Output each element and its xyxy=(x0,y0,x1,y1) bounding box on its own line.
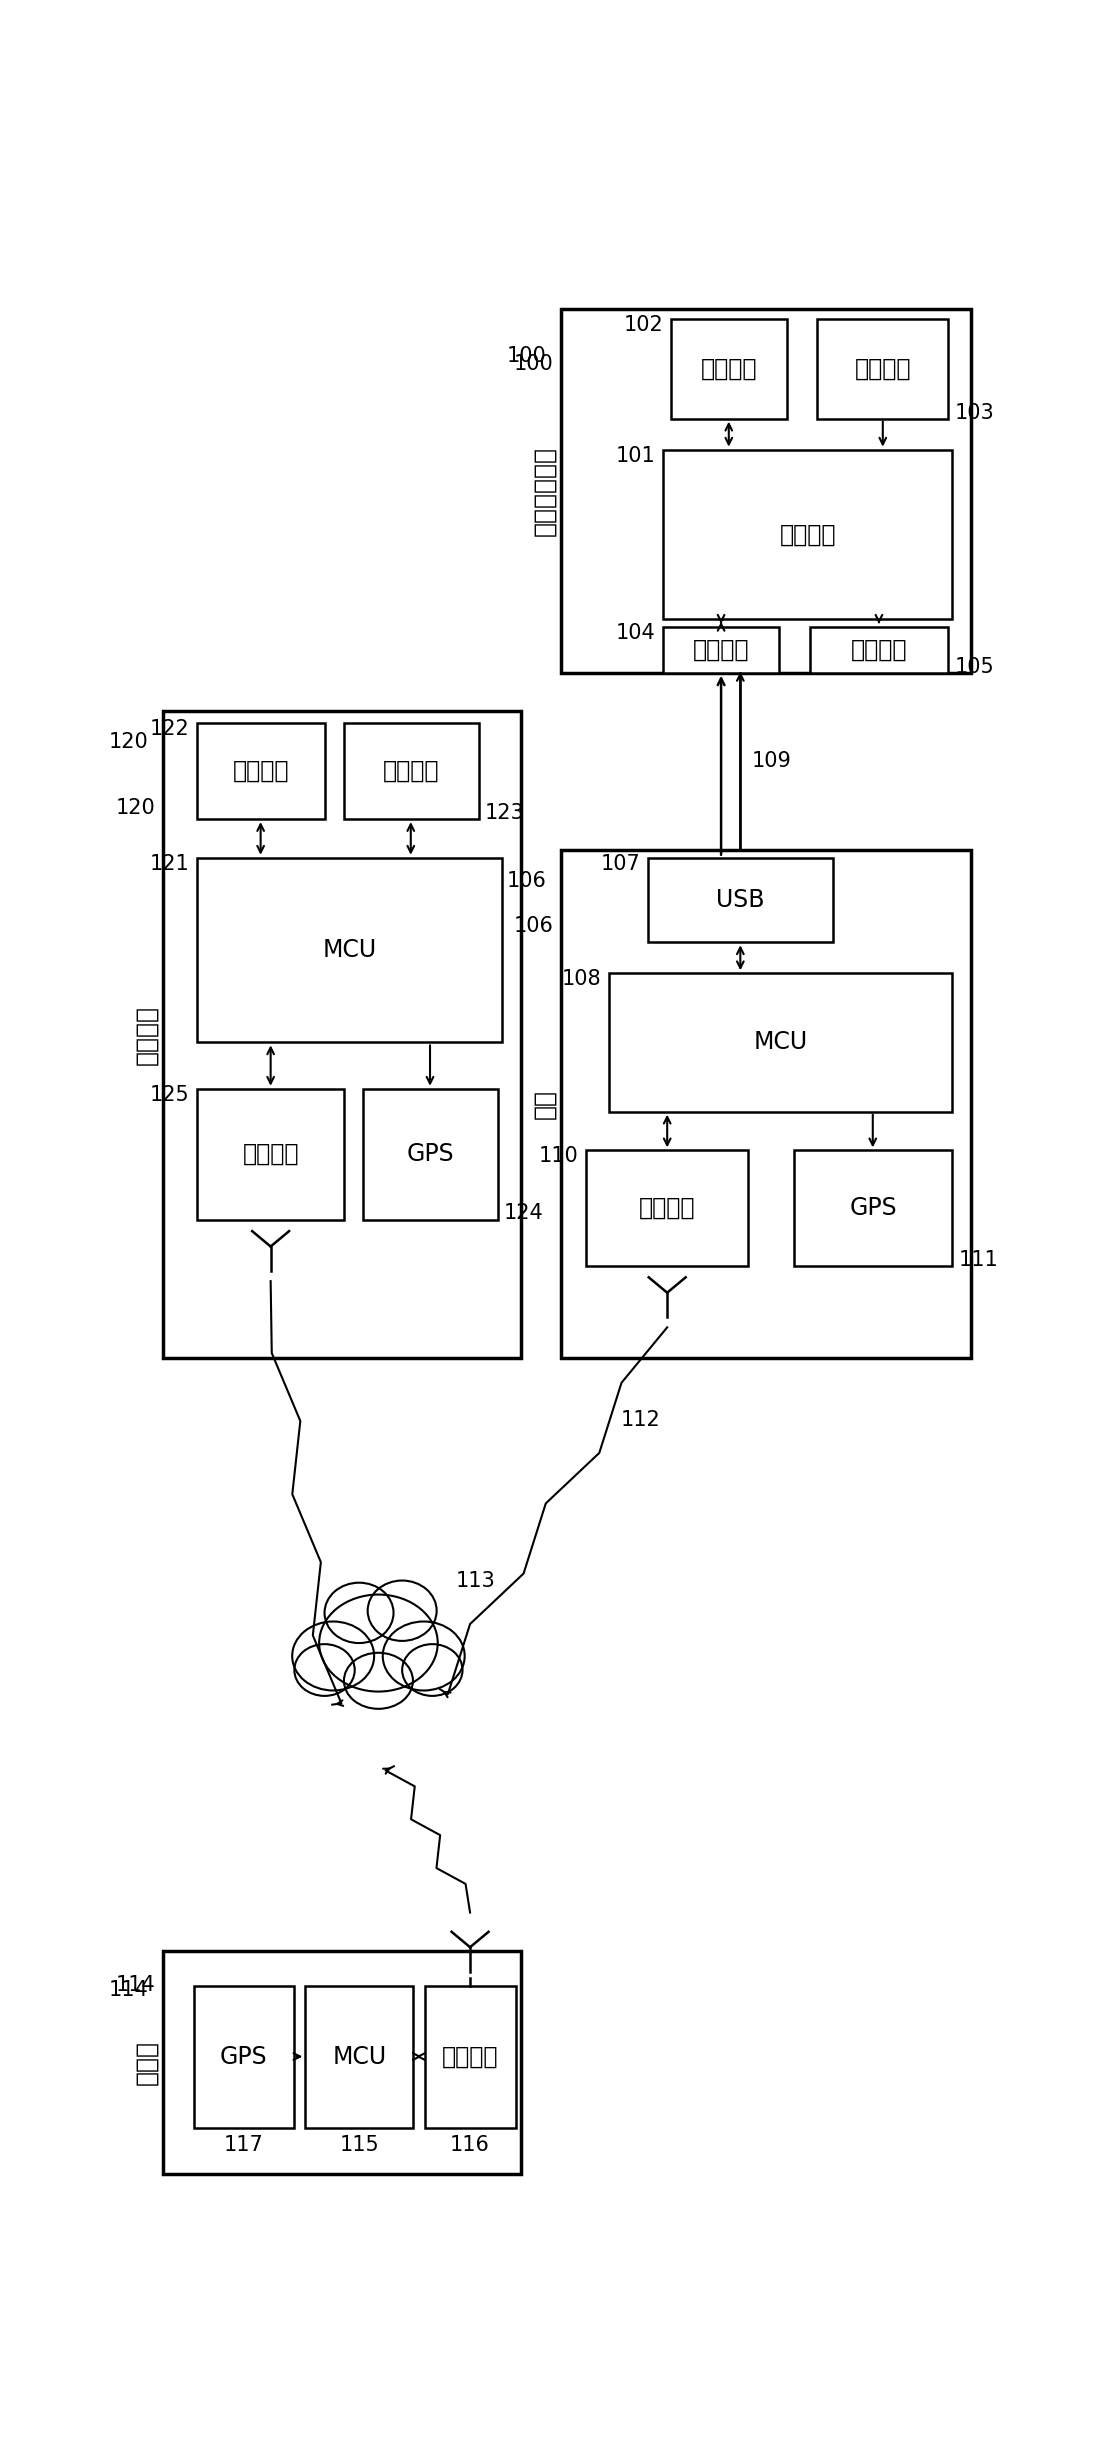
Ellipse shape xyxy=(319,1594,437,1692)
Text: GPS: GPS xyxy=(220,2044,267,2069)
Ellipse shape xyxy=(383,1621,465,1690)
Text: 106: 106 xyxy=(507,872,547,892)
Bar xyxy=(197,724,324,820)
Bar xyxy=(344,724,479,820)
Text: 无线电台: 无线电台 xyxy=(639,1197,696,1219)
Text: GPS: GPS xyxy=(849,1197,897,1219)
Text: 101: 101 xyxy=(616,446,655,466)
Bar xyxy=(561,850,971,1357)
Bar xyxy=(163,1951,521,2175)
Text: 117: 117 xyxy=(224,2135,263,2155)
Text: 无线电台: 无线电台 xyxy=(442,2044,499,2069)
Bar xyxy=(197,857,502,1042)
Text: 121: 121 xyxy=(150,855,190,874)
Bar xyxy=(810,626,948,672)
Text: USB: USB xyxy=(716,889,765,911)
Text: 操作软件: 操作软件 xyxy=(700,357,757,382)
Bar xyxy=(671,318,787,419)
Text: 终端控制平台: 终端控制平台 xyxy=(532,446,556,537)
Text: MCU: MCU xyxy=(322,938,377,963)
Bar xyxy=(561,310,971,672)
Text: 114: 114 xyxy=(109,1980,149,2000)
Text: 122: 122 xyxy=(150,719,190,739)
Text: 无线电台: 无线电台 xyxy=(242,1143,299,1165)
Text: 104: 104 xyxy=(616,623,655,643)
Bar xyxy=(663,626,779,672)
Text: 102: 102 xyxy=(624,315,663,335)
Text: 声学处理: 声学处理 xyxy=(232,759,289,783)
Bar xyxy=(609,973,952,1111)
Bar xyxy=(194,1985,294,2128)
Bar xyxy=(197,1089,344,1219)
Text: 数据存储: 数据存储 xyxy=(383,759,439,783)
Text: 113: 113 xyxy=(456,1571,495,1591)
Text: 112: 112 xyxy=(621,1409,661,1429)
Text: 106: 106 xyxy=(513,916,553,936)
Bar xyxy=(586,1150,749,1266)
Text: 103: 103 xyxy=(955,401,994,424)
Ellipse shape xyxy=(295,1645,355,1697)
Bar xyxy=(648,857,833,943)
Text: MCU: MCU xyxy=(754,1030,808,1054)
Text: MCU: MCU xyxy=(332,2044,386,2069)
Text: 115: 115 xyxy=(340,2135,379,2155)
Text: 123: 123 xyxy=(484,803,525,823)
Text: 操作系统: 操作系统 xyxy=(779,522,836,547)
Text: 111: 111 xyxy=(958,1249,998,1268)
Text: 110: 110 xyxy=(539,1145,579,1167)
Bar xyxy=(163,712,521,1357)
Text: 100: 100 xyxy=(507,345,547,365)
Text: 125: 125 xyxy=(150,1084,190,1106)
Text: 100: 100 xyxy=(514,355,553,374)
Text: 108: 108 xyxy=(562,970,602,990)
Ellipse shape xyxy=(402,1645,463,1697)
Ellipse shape xyxy=(293,1621,374,1690)
Text: 105: 105 xyxy=(955,658,994,677)
Text: 107: 107 xyxy=(601,855,640,874)
Text: 109: 109 xyxy=(752,751,791,771)
Text: 数据接口: 数据接口 xyxy=(693,638,750,663)
Ellipse shape xyxy=(367,1581,436,1640)
Ellipse shape xyxy=(324,1584,393,1643)
Text: 显示装置: 显示装置 xyxy=(850,638,907,663)
Bar xyxy=(363,1089,498,1219)
Bar xyxy=(818,318,948,419)
Text: 人机接口: 人机接口 xyxy=(855,357,911,382)
Text: 116: 116 xyxy=(450,2135,490,2155)
Text: 114: 114 xyxy=(115,1975,156,1995)
Bar xyxy=(306,1985,413,2128)
Text: 120: 120 xyxy=(115,798,156,818)
Bar xyxy=(424,1985,515,2128)
Bar xyxy=(663,451,952,618)
Ellipse shape xyxy=(344,1653,413,1709)
Text: 124: 124 xyxy=(504,1204,544,1224)
Text: 中继站: 中继站 xyxy=(134,2039,158,2086)
Bar xyxy=(795,1150,952,1266)
Text: GPS: GPS xyxy=(407,1143,454,1165)
Text: 120: 120 xyxy=(109,732,149,751)
Text: 水声浮标: 水声浮标 xyxy=(134,1005,158,1064)
Text: 基站: 基站 xyxy=(532,1089,556,1118)
